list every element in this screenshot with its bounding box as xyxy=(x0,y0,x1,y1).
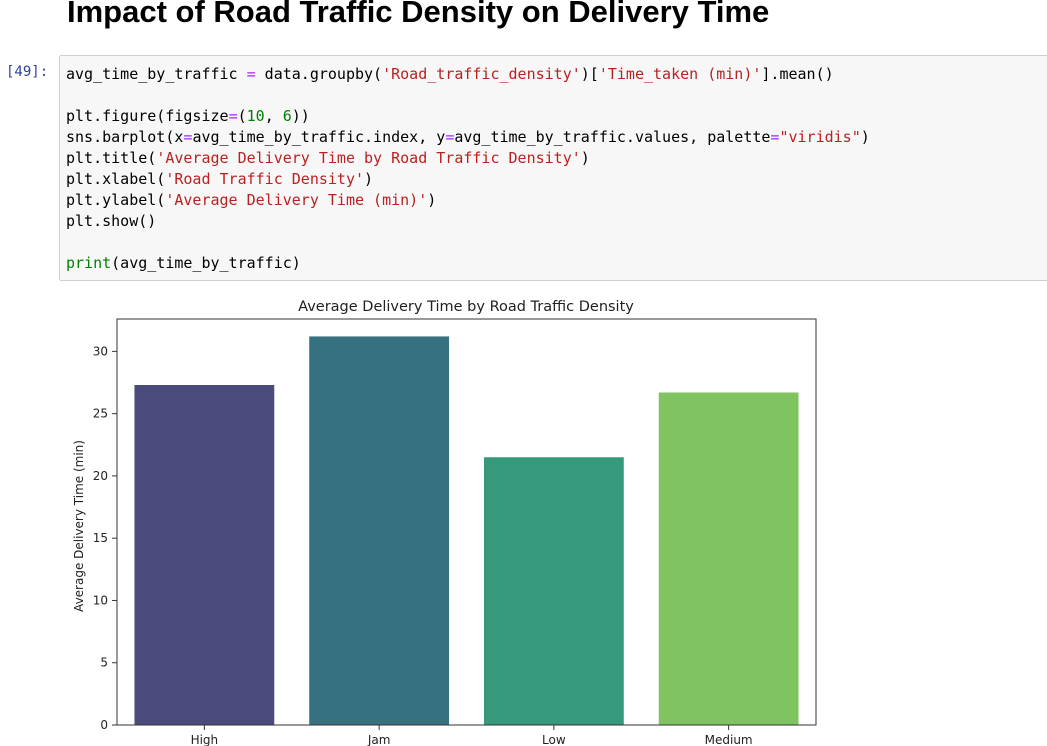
x-tick-label: Low xyxy=(542,733,566,746)
code-cell[interactable]: avg_time_by_traffic = data.groupby('Road… xyxy=(59,55,1047,281)
x-tick-label: Jam xyxy=(367,733,391,746)
bar-jam xyxy=(309,336,450,725)
y-tick-label: 15 xyxy=(93,531,108,545)
bars xyxy=(134,336,799,725)
bar-high xyxy=(134,385,275,725)
y-tick-label: 5 xyxy=(100,656,108,670)
bar-medium xyxy=(658,392,799,725)
plot-frame xyxy=(116,318,817,726)
y-tick-label: 20 xyxy=(93,469,108,483)
page-heading: Impact of Road Traffic Density on Delive… xyxy=(67,0,770,29)
y-tick-label: 25 xyxy=(93,407,108,421)
code-editor[interactable]: avg_time_by_traffic = data.groupby('Road… xyxy=(66,65,870,272)
x-axis-tick-labels: High Jam Low Medium xyxy=(191,725,753,746)
y-tick-label: 10 xyxy=(93,593,108,607)
x-tick-label: High xyxy=(191,733,219,746)
y-axis-ticks: 0 5 10 15 20 25 30 xyxy=(93,344,117,732)
chart-title: Average Delivery Time by Road Traffic De… xyxy=(298,299,634,315)
bar-low xyxy=(483,457,624,725)
x-tick-label: Medium xyxy=(705,733,753,746)
bar-chart: Average Delivery Time by Road Traffic De… xyxy=(72,299,817,746)
y-axis-label: Average Delivery Time (min) xyxy=(72,440,86,612)
cell-prompt: [49]: xyxy=(6,64,49,80)
y-tick-label: 30 xyxy=(93,344,108,358)
y-tick-label: 0 xyxy=(100,718,108,732)
